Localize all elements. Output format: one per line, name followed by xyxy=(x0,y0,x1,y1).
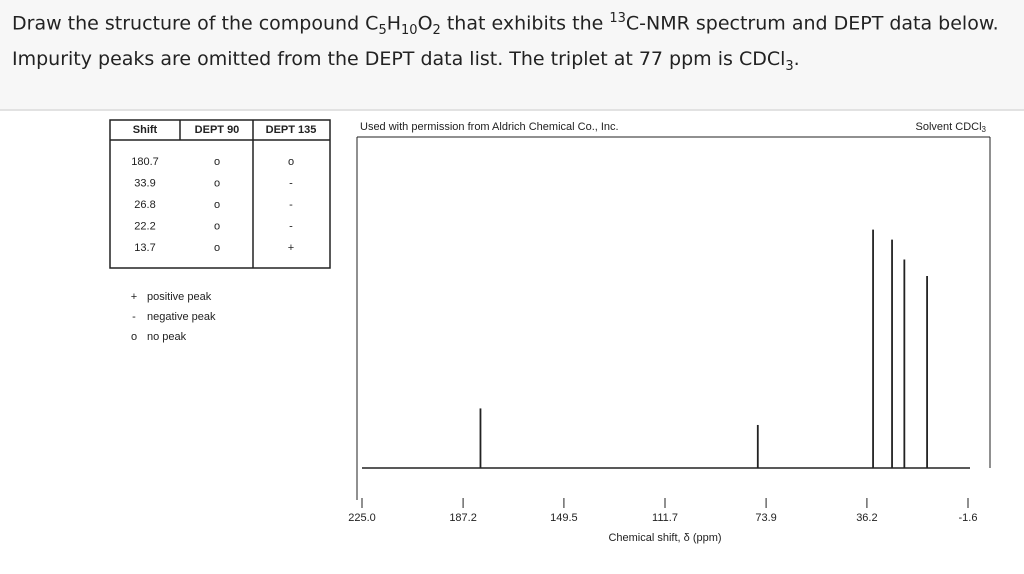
table-cell: 13.7 xyxy=(134,242,155,254)
solvent-label: Solvent CDCl3 xyxy=(916,121,987,134)
subscript: 10 xyxy=(401,23,418,39)
table-cell: 22.2 xyxy=(134,220,155,232)
table-cell: o xyxy=(214,177,220,189)
table-cell: o xyxy=(288,156,294,168)
subscript: 5 xyxy=(378,23,387,39)
x-tick-label: -1.6 xyxy=(959,512,978,524)
question-text: H xyxy=(386,12,402,35)
question-text: C-NMR spectrum and DEPT data below. Impu… xyxy=(12,12,999,71)
x-tick-label: 36.2 xyxy=(856,512,877,524)
table-cell: 180.7 xyxy=(131,156,159,168)
question: Draw the structure of the compound C5H10… xyxy=(12,4,1002,81)
question-text: Draw the structure of the compound C xyxy=(12,12,379,35)
subscript: 3 xyxy=(785,58,794,74)
question-text: that exhibits the xyxy=(440,12,610,35)
table-cell: o xyxy=(214,156,220,168)
x-tick-label: 73.9 xyxy=(755,512,776,524)
table-cell: - xyxy=(289,199,293,211)
superscript: 13 xyxy=(609,11,626,26)
table-header: Shift xyxy=(133,124,158,136)
table-cell: 26.8 xyxy=(134,199,155,211)
table-cell: o xyxy=(214,220,220,232)
x-tick-label: 187.2 xyxy=(449,512,477,524)
table-cell: o xyxy=(214,199,220,211)
legend-symbol: + xyxy=(131,291,137,303)
table-cell: o xyxy=(214,242,220,254)
x-tick-label: 111.7 xyxy=(652,512,678,524)
question-text: O xyxy=(417,12,433,35)
credit: Used with permission from Aldrich Chemic… xyxy=(360,121,619,133)
legend-text: negative peak xyxy=(147,311,216,323)
table-cell: 33.9 xyxy=(134,177,155,189)
legend-symbol: - xyxy=(132,311,136,323)
table-cell: + xyxy=(288,242,294,254)
figure-background xyxy=(0,111,1024,574)
legend-text: no peak xyxy=(147,331,187,343)
table-cell: - xyxy=(289,177,293,189)
x-tick-label: 225.0 xyxy=(348,512,376,524)
solvent-text: Solvent CDCl xyxy=(916,121,982,133)
table-frame xyxy=(109,119,331,269)
x-axis-label: Chemical shift, δ (ppm) xyxy=(608,532,721,544)
question-text: . xyxy=(793,48,800,71)
subscript: 2 xyxy=(432,23,441,39)
legend-symbol: o xyxy=(131,331,137,343)
table-header: DEPT 135 xyxy=(266,124,317,136)
x-tick-label: 149.5 xyxy=(550,512,578,524)
subscript: 3 xyxy=(982,125,987,134)
table-header: DEPT 90 xyxy=(195,124,240,136)
table-cell: - xyxy=(289,220,293,232)
legend-text: positive peak xyxy=(147,291,212,303)
